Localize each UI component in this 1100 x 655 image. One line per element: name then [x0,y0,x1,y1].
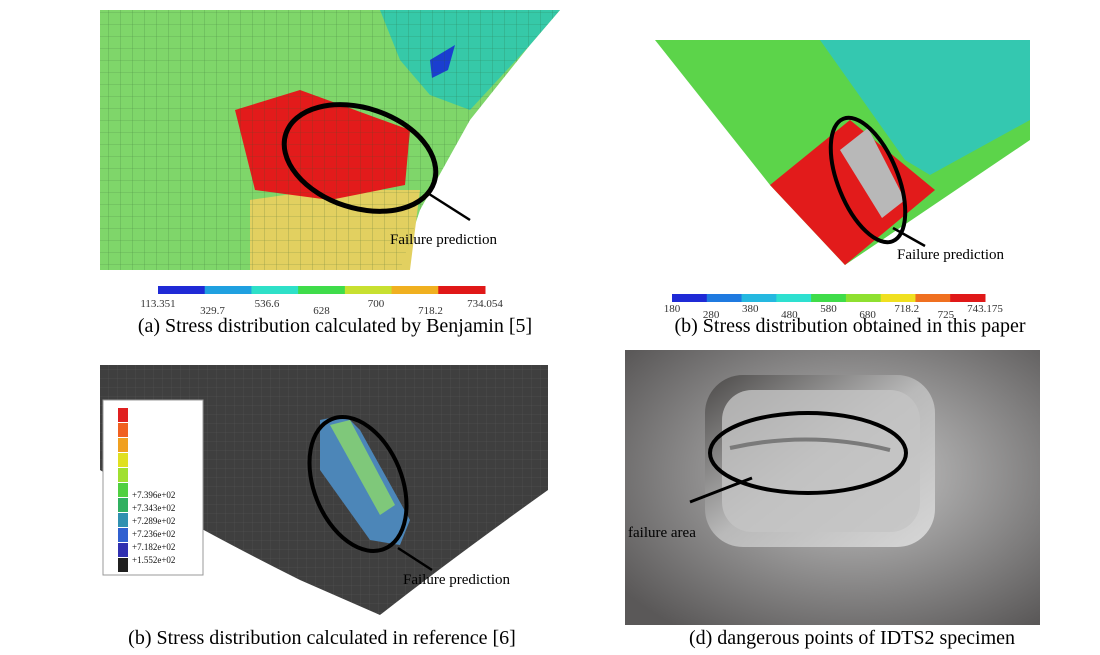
colorbar-segment [811,294,846,302]
colorbar-segment [298,286,345,294]
caption: (b) Stress distribution obtained in this… [674,315,1025,337]
caption: (a) Stress distribution calculated by Be… [138,315,532,337]
colorbar-label: 180 [664,303,681,315]
colorbar-segment [672,294,707,302]
legend-label: +7.343e+02 [132,503,175,513]
legend-swatch [118,513,128,527]
caption: (d) dangerous points of IDTS2 specimen [689,627,1015,649]
colorbar-label: 113.351 [140,298,175,310]
caption: (b) Stress distribution calculated in re… [128,627,516,649]
legend-swatch [118,408,128,422]
legend-swatch [118,543,128,557]
colorbar-segment [438,286,485,294]
colorbar-label: 743.175 [967,303,1003,315]
colorbar-segment [915,294,950,302]
annotation: Failure prediction [897,247,1005,263]
colorbar-segment [881,294,916,302]
colorbar-segment [950,294,985,302]
colorbar-segment [251,286,298,294]
colorbar-label: 700 [368,298,385,310]
legend-swatch [118,483,128,497]
legend-swatch [118,423,128,437]
colorbar-segment [392,286,439,294]
colorbar-label: 536.6 [255,298,280,310]
colorbar-segment [707,294,742,302]
colorbar-segment [742,294,777,302]
legend-swatch [118,558,128,572]
colorbar-segment [345,286,392,294]
mesh [100,10,560,270]
colorbar-segment [776,294,811,302]
legend-swatch [118,438,128,452]
legend-swatch [118,498,128,512]
annotation: failure area [628,525,696,541]
pointer [426,192,470,220]
panel-c: +7.396e+02 +7.343e+02 +7.289e+02 +7.236e+02… [100,365,548,649]
annotation: Failure prediction [403,572,511,588]
legend-label: +1.552e+02 [132,555,175,565]
legend-swatch [118,528,128,542]
colorbar-segment [205,286,252,294]
annotation: Failure prediction [390,232,498,248]
figure: Failure prediction 113.351329.7536.66287… [0,0,1100,655]
legend-swatch [118,468,128,482]
recess-floor [722,390,920,532]
colorbar-label: 734.054 [467,298,503,310]
panel-a: Failure prediction 113.351329.7536.66287… [100,10,560,337]
legend-swatch [118,453,128,467]
colorbar-label: 580 [820,303,837,315]
legend-label: +7.236e+02 [132,529,175,539]
panel-d: failure area (d) dangerous points of IDT… [625,350,1040,649]
colorbar-label: 718.2 [894,303,919,315]
colorbar-segment [846,294,881,302]
legend-label: +7.182e+02 [132,542,175,552]
legend-label: +7.289e+02 [132,516,175,526]
legend-label: +7.396e+02 [132,490,175,500]
legend-swatches [118,408,128,572]
colorbar-label: 380 [742,303,759,315]
colorbar-segment [158,286,205,294]
